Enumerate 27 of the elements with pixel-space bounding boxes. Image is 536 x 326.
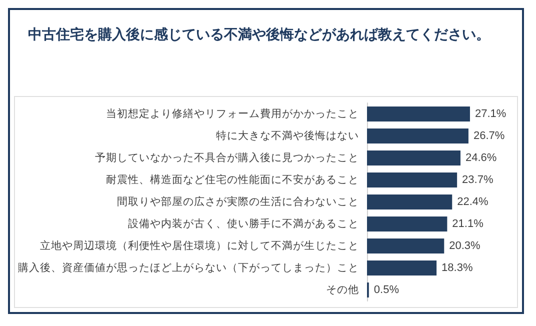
data-label: 21.1%	[452, 218, 484, 230]
y-tick-label: その他	[326, 284, 359, 296]
y-tick-label: 立地や周辺環境（利便性や居住環境）に対して不満が生じたこと	[40, 239, 359, 252]
bar	[367, 238, 444, 254]
y-tick-label: 耐震性、構造面など住宅の性能面に不安があること	[106, 173, 359, 186]
data-label: 24.6%	[465, 152, 497, 164]
bar	[367, 260, 437, 276]
data-label: 18.3%	[442, 262, 473, 274]
bar	[367, 216, 448, 232]
chart-title: 中古住宅を購入後に感じている不満や後悔などがあれば教えてください。	[28, 26, 490, 44]
bar	[367, 172, 458, 188]
data-label: 22.4%	[457, 196, 489, 208]
data-label: 20.3%	[449, 240, 481, 252]
y-tick-label: 設備や内装が古く、使い勝手に不満があること	[128, 217, 359, 230]
y-tick-label: 購入後、資産価値が思ったほど上がらない（下がってしまった）こと	[18, 261, 359, 274]
y-tick-label: 特に大きな不満や後悔はない	[216, 129, 359, 142]
data-label: 23.7%	[462, 174, 494, 186]
y-tick-label: 間取りや部屋の広さが実際の生活に合わないこと	[117, 195, 359, 208]
bar	[367, 106, 470, 122]
bar	[367, 194, 452, 210]
y-tick-label: 予期していなかった不具合が購入後に見つかったこと	[95, 151, 359, 164]
y-tick-label: 当初想定より修繕やリフォーム費用がかかったこと	[106, 107, 359, 120]
bar	[367, 150, 460, 166]
data-label: 27.1%	[474, 108, 506, 120]
bar	[367, 128, 468, 144]
data-label: 0.5%	[374, 284, 400, 296]
data-label: 26.7%	[473, 130, 505, 142]
